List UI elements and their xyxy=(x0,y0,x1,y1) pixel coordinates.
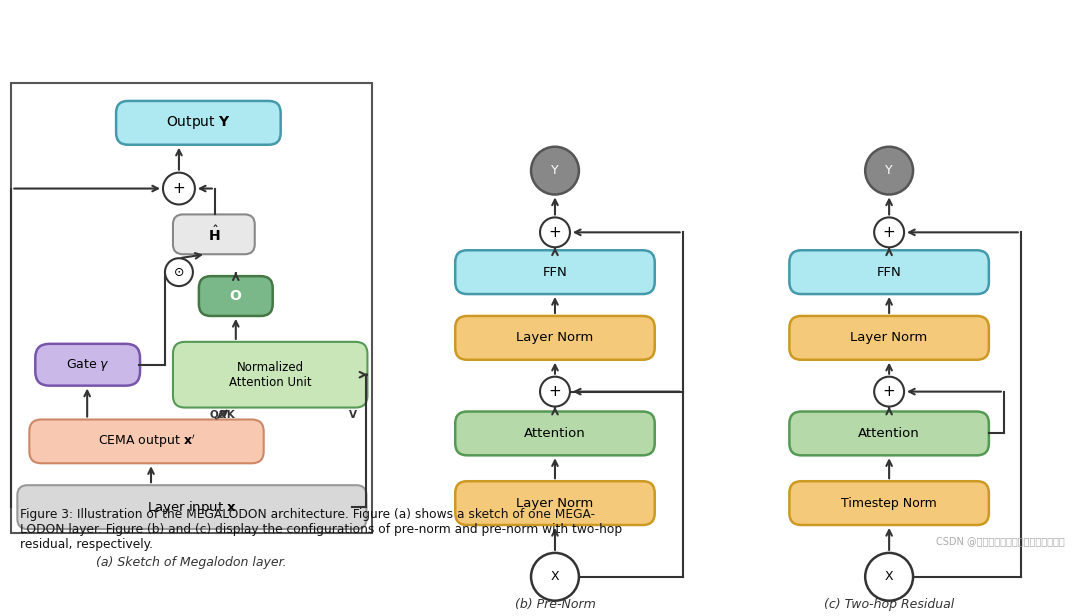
Circle shape xyxy=(541,377,570,407)
Text: Q&K: Q&K xyxy=(210,410,236,419)
Text: Layer Norm: Layer Norm xyxy=(851,331,928,344)
Text: CEMA output $\mathbf{x}'$: CEMA output $\mathbf{x}'$ xyxy=(97,432,195,450)
Text: FFN: FFN xyxy=(877,265,902,278)
Text: Layer input $\mathbf{x}$: Layer input $\mathbf{x}$ xyxy=(147,498,237,516)
FancyBboxPatch shape xyxy=(455,316,655,360)
Text: Timestep Norm: Timestep Norm xyxy=(841,496,937,509)
Text: Output $\mathbf{Y}$: Output $\mathbf{Y}$ xyxy=(166,115,230,131)
Text: Gate $\gamma$: Gate $\gamma$ xyxy=(66,357,109,373)
Text: FFN: FFN xyxy=(543,265,568,278)
Text: Layer Norm: Layer Norm xyxy=(517,331,594,344)
Text: Y: Y xyxy=(886,164,893,177)
Text: +: + xyxy=(548,225,561,240)
Circle shape xyxy=(531,553,579,601)
Text: +: + xyxy=(548,384,561,399)
Text: (c) Two-hop Residual: (c) Two-hop Residual xyxy=(824,598,954,610)
FancyBboxPatch shape xyxy=(455,250,655,294)
Text: +: + xyxy=(173,181,186,196)
FancyBboxPatch shape xyxy=(790,316,989,360)
FancyBboxPatch shape xyxy=(116,101,281,145)
Text: (b) Pre-Norm: (b) Pre-Norm xyxy=(514,598,595,610)
Circle shape xyxy=(165,258,193,286)
Text: X: X xyxy=(885,570,893,583)
FancyBboxPatch shape xyxy=(35,344,140,386)
Text: +: + xyxy=(882,225,895,240)
FancyBboxPatch shape xyxy=(455,411,655,455)
Text: CSDN @人工智能大模型讲师培训和询叶样: CSDN @人工智能大模型讲师培训和询叶样 xyxy=(936,536,1065,546)
FancyBboxPatch shape xyxy=(173,342,367,408)
FancyBboxPatch shape xyxy=(173,214,254,254)
Text: X: X xyxy=(550,570,559,583)
FancyBboxPatch shape xyxy=(29,419,264,463)
FancyBboxPatch shape xyxy=(790,411,989,455)
Circle shape xyxy=(531,147,579,195)
Text: Figure 3: Illustration of the MEGALODON architecture. Figure (a) shows a sketch : Figure 3: Illustration of the MEGALODON … xyxy=(20,508,621,551)
Circle shape xyxy=(875,377,904,407)
Circle shape xyxy=(875,217,904,247)
Text: Attention: Attention xyxy=(858,427,919,440)
FancyBboxPatch shape xyxy=(790,250,989,294)
Circle shape xyxy=(163,172,194,205)
Text: +: + xyxy=(882,384,895,399)
Circle shape xyxy=(865,553,913,601)
Text: Y: Y xyxy=(551,164,559,177)
Text: (a) Sketch of Megalodon layer.: (a) Sketch of Megalodon layer. xyxy=(96,556,286,569)
FancyBboxPatch shape xyxy=(17,485,367,529)
Text: $\hat{\mathbf{H}}$: $\hat{\mathbf{H}}$ xyxy=(207,225,219,244)
Circle shape xyxy=(541,217,570,247)
Text: V: V xyxy=(348,410,356,419)
Text: ⊙: ⊙ xyxy=(174,265,185,278)
Circle shape xyxy=(865,147,913,195)
Text: Attention: Attention xyxy=(524,427,585,440)
Text: Normalized
Attention Unit: Normalized Attention Unit xyxy=(229,361,311,389)
Text: Layer Norm: Layer Norm xyxy=(517,496,594,509)
FancyBboxPatch shape xyxy=(790,481,989,525)
FancyBboxPatch shape xyxy=(199,276,273,316)
Text: $\mathbf{O}$: $\mathbf{O}$ xyxy=(229,289,242,303)
FancyBboxPatch shape xyxy=(455,481,655,525)
